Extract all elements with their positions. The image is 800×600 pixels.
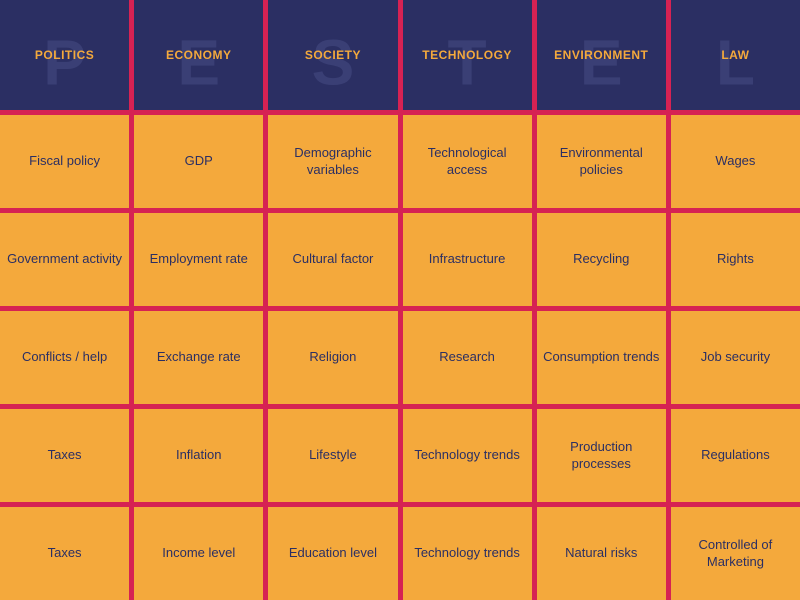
header-politics: P POLITICS: [0, 0, 129, 110]
pestel-grid: P POLITICS E ECONOMY S SOCIETY T TECHNOL…: [0, 0, 800, 600]
cell: Technological access: [403, 115, 532, 208]
header-letter: E: [177, 25, 220, 99]
cell: Demographic variables: [268, 115, 397, 208]
header-society: S SOCIETY: [268, 0, 397, 110]
cell: Natural risks: [537, 507, 666, 600]
header-law: L LAW: [671, 0, 800, 110]
cell: Controlled of Marketing: [671, 507, 800, 600]
cell: Education level: [268, 507, 397, 600]
cell: Infrastructure: [403, 213, 532, 306]
cell: Consumption trends: [537, 311, 666, 404]
cell: Cultural factor: [268, 213, 397, 306]
cell: Technology trends: [403, 409, 532, 502]
cell: Lifestyle: [268, 409, 397, 502]
cell: GDP: [134, 115, 263, 208]
cell: Inflation: [134, 409, 263, 502]
cell: Conflicts / help: [0, 311, 129, 404]
cell: Taxes: [0, 409, 129, 502]
cell: Income level: [134, 507, 263, 600]
header-letter: T: [448, 25, 487, 99]
header-environment: E ENVIRONMENT: [537, 0, 666, 110]
cell: Research: [403, 311, 532, 404]
header-label: ENVIRONMENT: [550, 48, 652, 62]
cell: Religion: [268, 311, 397, 404]
cell: Recycling: [537, 213, 666, 306]
cell: Production processes: [537, 409, 666, 502]
header-technology: T TECHNOLOGY: [403, 0, 532, 110]
header-label: SOCIETY: [301, 48, 365, 62]
header-label: ECONOMY: [162, 48, 236, 62]
header-label: LAW: [717, 48, 753, 62]
header-economy: E ECONOMY: [134, 0, 263, 110]
cell: Taxes: [0, 507, 129, 600]
cell: Environmental policies: [537, 115, 666, 208]
header-letter: S: [312, 25, 355, 99]
cell: Government activity: [0, 213, 129, 306]
cell: Exchange rate: [134, 311, 263, 404]
cell: Fiscal policy: [0, 115, 129, 208]
cell: Regulations: [671, 409, 800, 502]
header-letter: L: [716, 25, 755, 99]
cell: Employment rate: [134, 213, 263, 306]
cell: Rights: [671, 213, 800, 306]
header-letter: P: [43, 25, 86, 99]
header-letter: E: [580, 25, 623, 99]
cell: Wages: [671, 115, 800, 208]
cell: Technology trends: [403, 507, 532, 600]
cell: Job security: [671, 311, 800, 404]
header-label: POLITICS: [31, 48, 98, 62]
header-label: TECHNOLOGY: [418, 48, 516, 62]
